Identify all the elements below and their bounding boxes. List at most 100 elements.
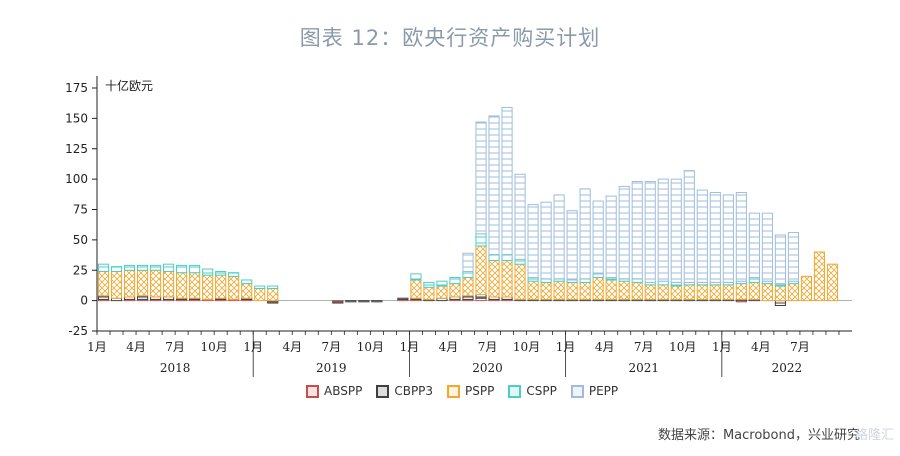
bar-pepp (657, 178, 669, 282)
bar-cspp (579, 278, 591, 283)
x-month-label: 10月 (669, 340, 696, 354)
bar-pspp (410, 279, 422, 299)
y-tick-label: -25 (68, 324, 88, 338)
y-tick-label: 75 (73, 203, 88, 217)
x-year-label: 2020 (472, 361, 503, 375)
x-month-label: 4月 (751, 340, 771, 354)
bar-cspp (527, 277, 539, 282)
bar-pspp (501, 260, 513, 298)
x-year-label: 2022 (772, 361, 803, 375)
bar-cbpp3 (475, 294, 487, 299)
bar-cspp (110, 266, 123, 272)
bar-cbpp3 (358, 300, 370, 303)
bar-cspp (410, 273, 422, 281)
bar-pepp (514, 173, 526, 260)
bar-pepp (462, 252, 474, 272)
bar-cspp (423, 281, 435, 288)
bar-pspp (722, 284, 734, 300)
bar-cspp (592, 273, 604, 279)
bar-pepp (488, 115, 500, 255)
bar-pepp (579, 188, 591, 280)
bar-cbpp3 (462, 295, 474, 300)
bar-pspp (748, 281, 760, 300)
legend-item-cspp: CSPP (508, 384, 557, 398)
bar-pepp (592, 200, 604, 275)
bar-cspp (241, 279, 253, 285)
bar-pspp (657, 284, 669, 300)
bar-pepp (475, 121, 487, 235)
bar-pspp (826, 263, 839, 302)
bar-pspp (267, 287, 279, 302)
legend-label-pspp: PSPP (465, 384, 495, 398)
bar-cspp (123, 264, 136, 271)
bar-cspp (215, 270, 227, 276)
bar-pspp (696, 284, 708, 300)
bar-pspp (228, 275, 240, 300)
legend-item-pspp: PSPP (447, 384, 494, 398)
bar-pepp (774, 234, 786, 285)
bar-pspp (475, 245, 487, 296)
bar-pspp (123, 269, 136, 298)
bar-pepp (748, 212, 760, 279)
bar-pspp (683, 284, 695, 300)
bar-cspp (267, 285, 279, 289)
bar-pspp (163, 270, 175, 298)
bar-cspp (150, 264, 162, 271)
bar-cbpp3 (774, 300, 786, 306)
x-month-label: 4月 (595, 340, 615, 354)
bar-cspp (176, 264, 188, 274)
bar-pepp (631, 181, 643, 280)
bar-pepp (540, 201, 552, 280)
bar-cspp (462, 270, 474, 279)
x-year-label: 2021 (628, 361, 659, 375)
y-tick-label: 150 (65, 111, 88, 125)
x-month-label: 1月 (87, 340, 107, 354)
bar-pspp (735, 283, 747, 300)
bar-pspp (254, 287, 266, 302)
bar-cbpp3 (332, 301, 344, 304)
bar-pepp (683, 170, 695, 283)
watermark: 格隆汇 (854, 428, 894, 443)
bar-cspp (657, 280, 669, 286)
bar-cspp (254, 285, 266, 289)
legend-swatch-cspp (508, 384, 522, 398)
source-note: 数据来源：Macrobond，兴业研究 (657, 428, 860, 443)
chart-title: 图表 12：欧央行资产购买计划 (299, 26, 601, 50)
bar-pspp (215, 274, 227, 299)
bar-pepp (787, 232, 799, 282)
bar-pspp (592, 277, 604, 300)
bar-pspp (136, 269, 149, 297)
bar-cspp (449, 277, 461, 285)
legend-label-pepp: PEPP (588, 384, 619, 398)
bar-cspp (136, 264, 149, 271)
bar-pspp (800, 275, 813, 302)
bar-pspp (631, 281, 643, 300)
legend-item-cbpp3: CBPP3 (376, 384, 433, 398)
x-month-label: 4月 (126, 340, 146, 354)
y-tick-label: 125 (65, 142, 88, 156)
bar-pspp (761, 283, 773, 302)
bar-pspp (462, 277, 474, 297)
bar-pspp (787, 283, 799, 302)
bar-pspp (202, 274, 214, 300)
x-month-label: 7月 (321, 340, 341, 354)
bar-pspp (241, 283, 253, 299)
bar-pspp (449, 283, 461, 298)
bar-cbpp3 (397, 297, 409, 300)
bar-pepp (735, 191, 747, 282)
x-year-label: 2018 (160, 361, 191, 375)
x-month-label: 4月 (439, 340, 459, 354)
bar-cspp (163, 263, 175, 272)
bar-pspp (813, 251, 826, 302)
legend-item-abspp: ABSPP (306, 384, 362, 398)
x-month-label: 7月 (790, 340, 810, 354)
x-month-label: 10月 (201, 340, 228, 354)
legend-item-pepp: PEPP (570, 384, 619, 398)
x-month-label: 7月 (478, 340, 498, 354)
bar-pepp (709, 191, 721, 283)
bar-pspp (540, 281, 552, 300)
bar-cspp (501, 253, 513, 262)
bar-pepp (566, 210, 578, 281)
bar-cbpp3 (97, 295, 110, 300)
